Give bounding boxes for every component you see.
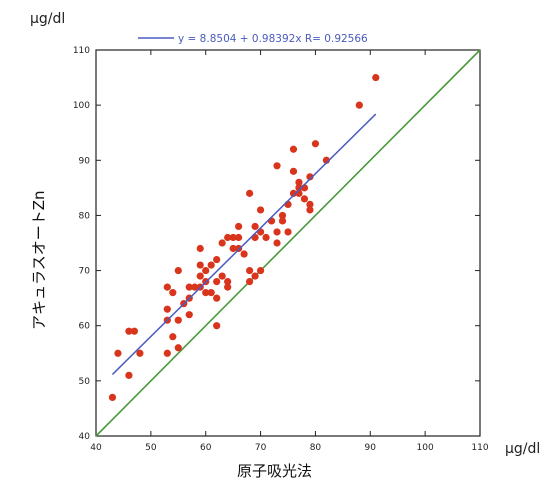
data-point: [295, 184, 303, 192]
y-tick-label: 50: [79, 377, 91, 387]
y-tick-label: 90: [79, 156, 91, 166]
data-point: [246, 189, 254, 197]
regression-line: [111, 113, 377, 375]
x-tick-label: 100: [417, 443, 434, 453]
data-point: [273, 228, 281, 236]
data-point: [130, 327, 138, 335]
data-point: [267, 217, 276, 225]
x-tick-label: 40: [90, 443, 102, 453]
data-point: [262, 233, 270, 242]
data-point: [306, 206, 314, 214]
data-point: [240, 250, 248, 258]
data-point: [163, 349, 171, 357]
data-point: [273, 162, 281, 170]
data-point: [163, 283, 171, 291]
data-point: [256, 266, 265, 275]
x-axis-unit: μg/dl: [505, 441, 541, 457]
data-point: [185, 283, 193, 291]
x-tick-label: 80: [310, 443, 322, 453]
legend-label: y = 8.8504 + 0.98392x R= 0.92566: [178, 33, 368, 45]
data-point: [289, 145, 298, 153]
data-point: [278, 211, 287, 220]
data-point: [202, 266, 210, 275]
data-point: [289, 189, 298, 197]
data-point: [246, 278, 254, 286]
data-point: [235, 244, 243, 253]
data-point: [218, 272, 226, 280]
data-point: [163, 305, 171, 313]
x-tick-label: 70: [255, 443, 267, 453]
data-point: [235, 233, 243, 242]
x-tick-label: 50: [145, 443, 157, 453]
data-point: [213, 322, 221, 330]
data-point: [229, 244, 237, 253]
y-tick-label: 60: [79, 322, 91, 332]
x-tick-label: 60: [200, 443, 212, 453]
data-point: [278, 217, 287, 225]
y-tick-label: 100: [73, 101, 90, 111]
data-point: [224, 283, 232, 291]
data-point: [235, 222, 243, 231]
x-tick-label: 110: [471, 443, 488, 453]
data-point: [114, 349, 122, 357]
data-point: [289, 167, 298, 175]
data-point: [273, 239, 281, 247]
y-tick-label: 110: [73, 46, 90, 56]
data-point: [207, 261, 215, 269]
data-point: [174, 266, 182, 275]
data-point: [300, 195, 309, 203]
data-point: [284, 228, 292, 236]
y-tick-label: 40: [79, 432, 91, 442]
identity-line: [95, 49, 481, 437]
data-point: [306, 173, 314, 181]
data-point: [218, 239, 226, 247]
plot-frame: [95, 49, 481, 437]
data-point: [125, 371, 133, 379]
data-point: [191, 283, 199, 291]
data-point: [174, 344, 182, 352]
y-tick-label: 70: [79, 267, 91, 277]
data-point: [174, 316, 182, 324]
data-point: [295, 178, 303, 186]
data-point: [355, 101, 363, 109]
data-point: [196, 261, 204, 269]
data-point: [169, 333, 177, 341]
y-axis-label: アキュラスオートZn: [30, 190, 48, 330]
data-point: [224, 233, 232, 242]
data-point: [306, 200, 314, 208]
data-point: [372, 73, 380, 82]
data-point: [185, 311, 193, 319]
data-point: [213, 278, 221, 286]
data-point: [125, 327, 133, 335]
y-tick-label: 80: [79, 211, 91, 221]
data-point: [136, 349, 144, 357]
data-point: [246, 266, 254, 275]
data-point: [251, 222, 259, 231]
x-axis-label: 原子吸光法: [237, 462, 313, 480]
x-tick-label: 90: [365, 443, 377, 453]
data-point: [311, 140, 320, 148]
data-point: [213, 255, 221, 264]
data-point: [229, 233, 237, 242]
data-point: [207, 289, 215, 297]
data-point: [108, 393, 117, 401]
data-point: [202, 289, 210, 297]
data-point: [196, 244, 204, 253]
data-point: [169, 289, 177, 297]
data-point: [224, 278, 232, 286]
data-point: [256, 206, 265, 214]
data-point: [251, 272, 259, 280]
data-point: [213, 294, 221, 302]
y-axis-unit: μg/dl: [30, 11, 66, 27]
data-point: [196, 272, 204, 280]
